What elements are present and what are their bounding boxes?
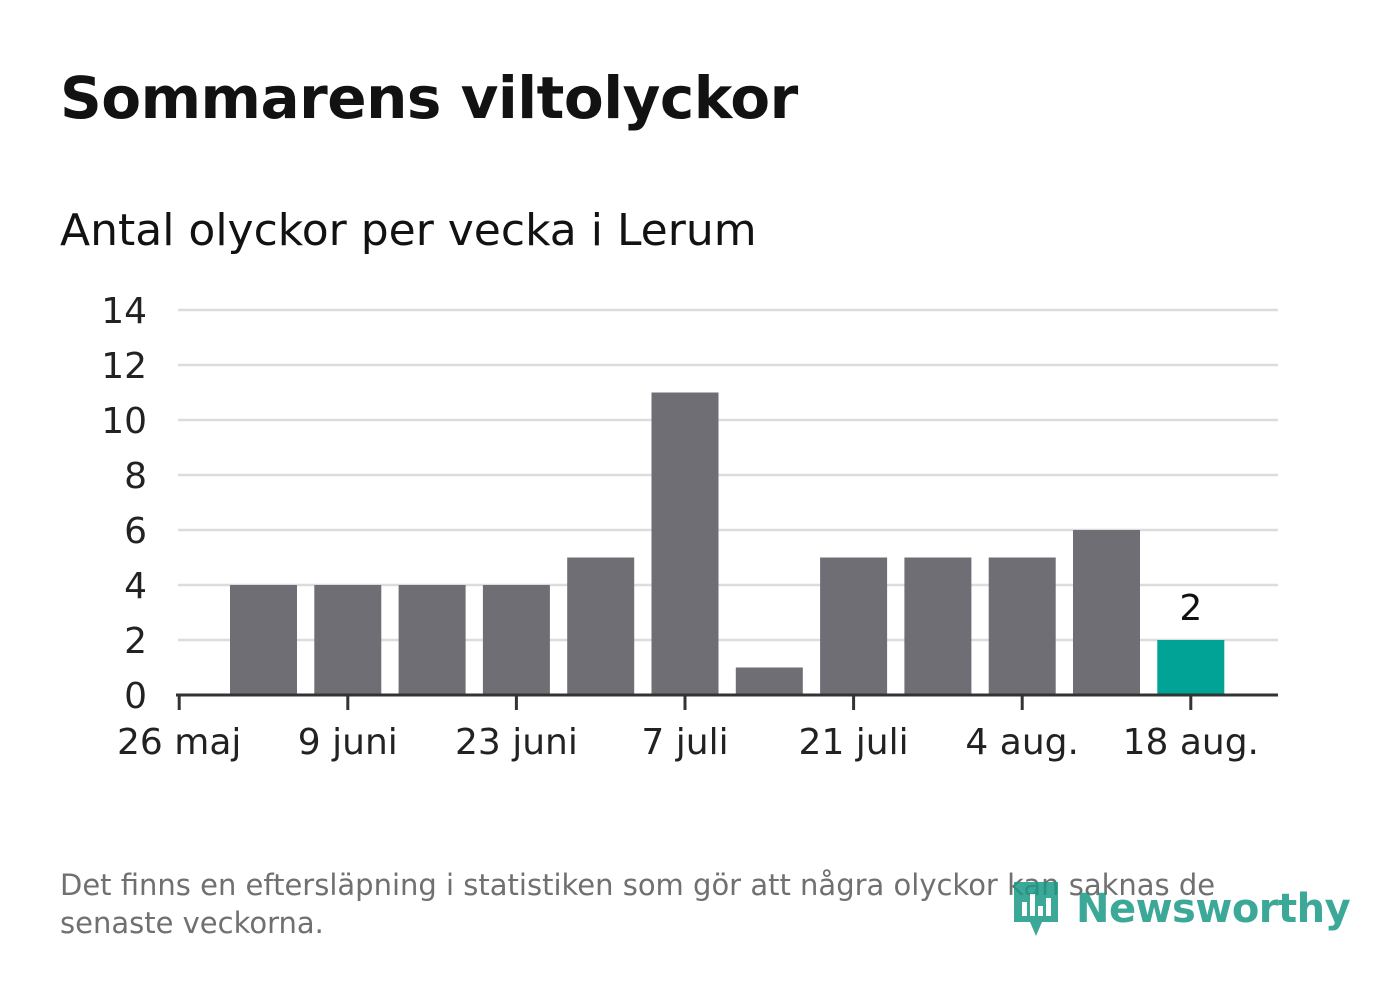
x-tick-label: 26 maj <box>117 722 241 763</box>
y-tick-label: 12 <box>101 346 147 387</box>
bar-value-label: 2 <box>1179 588 1202 629</box>
bar-16-juni <box>398 585 466 695</box>
logo-text: Newsworthy <box>1076 886 1351 932</box>
y-tick-label: 14 <box>101 291 147 332</box>
x-tick-label: 7 juli <box>641 722 728 763</box>
bar-9-juni <box>314 585 382 695</box>
chart-subtitle: Antal olyckor per vecka i Lerum <box>60 205 757 256</box>
bar-2-juni <box>230 585 297 695</box>
bar-28-juli <box>904 557 972 695</box>
bar-labels: 2 <box>1179 588 1202 629</box>
newsworthy-logo: Newsworthy <box>1010 876 1351 942</box>
y-axis-labels: 0 2 4 6 8 10 12 14 <box>101 291 147 717</box>
bar-23-juni <box>482 585 550 695</box>
chart-title: Sommarens viltolyckor <box>60 64 798 132</box>
bar-11-aug <box>1073 530 1140 695</box>
y-tick-label: 2 <box>124 621 147 662</box>
y-tick-label: 8 <box>124 456 147 497</box>
x-tick-label: 18 aug. <box>1123 722 1259 763</box>
y-tick-label: 0 <box>124 676 147 717</box>
bar-18-aug <box>1157 640 1225 695</box>
bar-21-juli <box>820 557 888 695</box>
x-tick-label: 9 juni <box>298 722 398 763</box>
bar-14-juli <box>735 667 803 695</box>
x-tick-label: 4 aug. <box>965 722 1079 763</box>
bar-7-juli <box>651 392 719 695</box>
bar-4-aug <box>988 557 1056 695</box>
x-axis: 26 maj 9 juni 23 juni 7 juli 21 juli 4 aug. 18… <box>117 693 1278 763</box>
newsworthy-chart-icon <box>1014 882 1058 936</box>
y-tick-label: 10 <box>101 401 147 442</box>
bars <box>230 392 1225 695</box>
y-tick-label: 4 <box>124 566 147 607</box>
y-tick-label: 6 <box>124 511 147 552</box>
bar-30-juni <box>567 557 635 695</box>
x-tick-label: 21 juli <box>799 722 909 763</box>
x-tick-label: 23 juni <box>455 722 578 763</box>
